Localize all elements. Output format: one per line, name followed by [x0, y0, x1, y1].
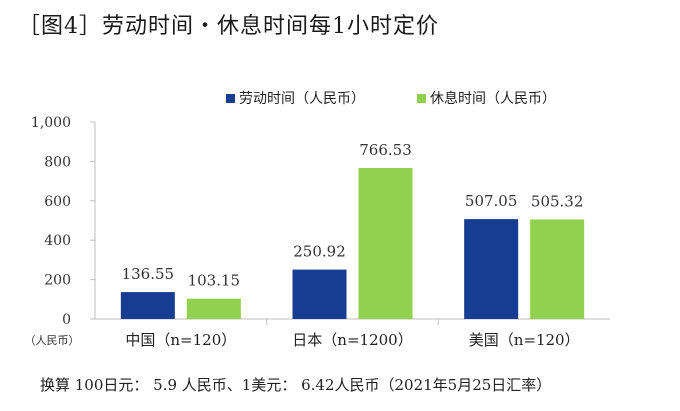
legend-swatch-labor [226, 94, 235, 103]
y-tick-label: 400 [44, 233, 71, 249]
y-tick-label: 800 [44, 154, 71, 170]
y-tick-label: 0 [62, 312, 71, 328]
legend-swatch-rest [417, 94, 426, 103]
bar-rest [186, 298, 241, 319]
y-tick-label: 1,000 [31, 115, 71, 131]
data-label: 103.15 [188, 272, 241, 290]
exchange-rate-note: 换算 100日元： 5.9 人民币、1美元： 6.42人民币（2021年5月25… [40, 376, 552, 394]
bar-rest [530, 219, 585, 319]
y-tick-label: 200 [44, 273, 71, 289]
y-unit-label: （人民币） [25, 334, 80, 347]
legend-label: 劳动时间（人民币） [239, 91, 365, 107]
data-label: 250.92 [293, 243, 346, 261]
legend-label: 休息时间（人民币） [430, 90, 556, 107]
chart-title: ［图4］劳动时间・休息时间每1小时定价 [18, 14, 439, 39]
bar-rest [358, 167, 413, 319]
data-label: 507.05 [465, 192, 518, 210]
data-label: 505.32 [531, 192, 584, 210]
x-category-label: 日本（n=1200） [292, 331, 412, 349]
data-label: 136.55 [122, 265, 175, 283]
y-tick-label: 600 [44, 194, 71, 210]
data-label: 766.53 [359, 141, 412, 159]
x-category-label: 中国（n=120） [125, 331, 236, 349]
bar-labor [292, 269, 347, 319]
bar-labor [464, 219, 519, 319]
bar-labor [120, 292, 175, 319]
x-category-label: 美国（n=120） [469, 331, 580, 349]
